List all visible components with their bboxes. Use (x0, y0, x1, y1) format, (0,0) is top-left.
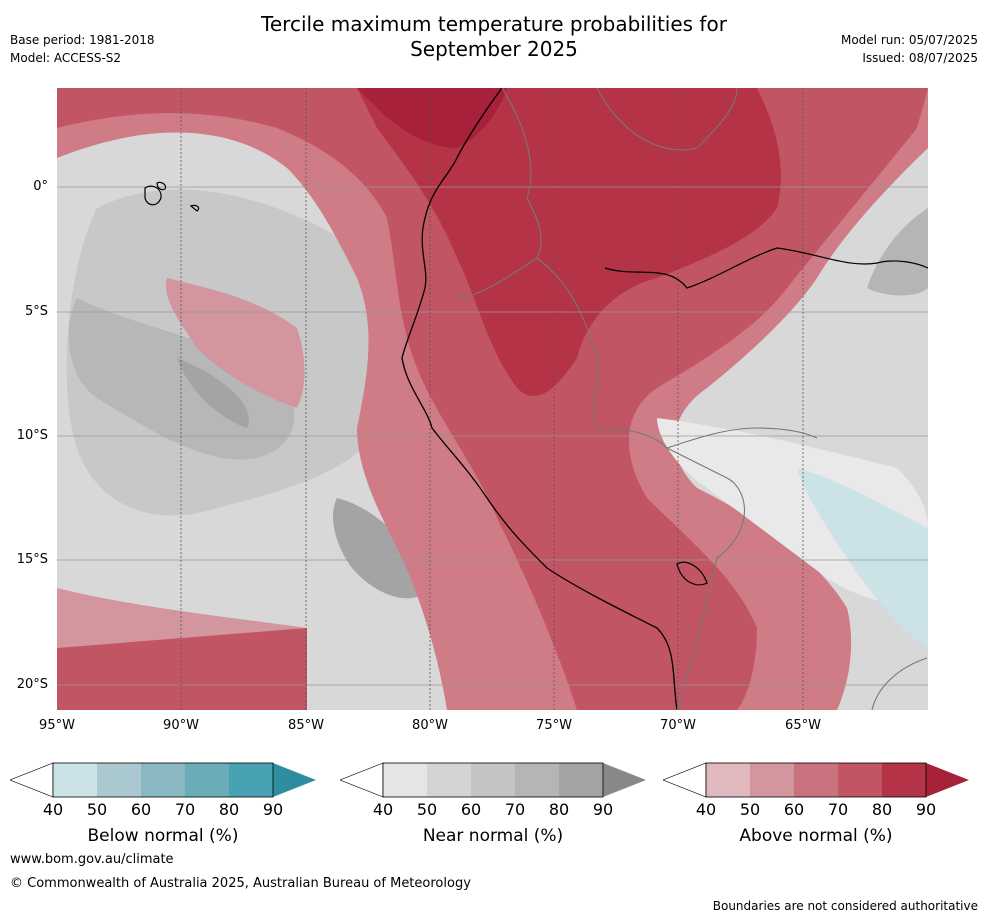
below-tick-80: 80 (218, 800, 240, 819)
footer-disclaimer: Boundaries are not considered authoritat… (712, 899, 978, 913)
above-normal-region-4 (357, 88, 507, 148)
colorbar-near-segment-4 (515, 763, 559, 797)
model-text: Model: ACCESS-S2 (10, 51, 122, 65)
lat-label-5s: 5°S (24, 304, 48, 319)
meta-left: Base period: 1981-2018 Model: ACCESS-S2 (10, 31, 155, 67)
above-tick-80: 80 (871, 800, 893, 819)
coastline (401, 88, 678, 710)
colorbar-above-segment-2 (750, 763, 794, 797)
lake-titicaca (676, 561, 708, 586)
colorbar-below-normal (10, 762, 316, 798)
below-tick-90: 90 (262, 800, 284, 819)
map-title: Tercile maximum temperature probabilitie… (0, 12, 988, 62)
colorbar-above-segment-1 (706, 763, 750, 797)
near-tick-70: 70 (504, 800, 526, 819)
colorbar-above-segment-5 (882, 763, 926, 797)
lon-label-95w: 95°W (39, 718, 75, 733)
meta-right: Model run: 05/07/2025 Issued: 08/07/2025 (841, 31, 978, 67)
near-tick-60: 60 (460, 800, 482, 819)
colorbar-below-segment-5 (229, 763, 273, 797)
colorbar-above-segment-6 (926, 763, 969, 797)
colorbar-below-segment-2 (97, 763, 141, 797)
probability-map (57, 88, 928, 710)
colorbar-near-segment-2 (427, 763, 471, 797)
colorbar-near-segment-3 (471, 763, 515, 797)
near-tick-40: 40 (372, 800, 394, 819)
lon-label-90w: 90°W (163, 718, 199, 733)
colorbar-above-outline (705, 762, 927, 798)
colorbar-below-segment-3 (141, 763, 185, 797)
colorbar-below-label: Below normal (%) (87, 826, 239, 846)
colorbar-below-segment-4 (185, 763, 229, 797)
colorbar-above-normal (663, 762, 969, 798)
near-tick-90: 90 (592, 800, 614, 819)
near-tick-50: 50 (416, 800, 438, 819)
colorbar-near-segment-0 (340, 762, 384, 798)
colorbar-above-segment-3 (794, 763, 838, 797)
colorbar-near-segment-1 (383, 763, 427, 797)
galapagos-islands (144, 181, 200, 212)
lon-label-75w: 75°W (536, 718, 572, 733)
above-normal-region-3 (357, 88, 781, 397)
near-tick-80: 80 (548, 800, 570, 819)
colorbar-below-segment-1 (53, 763, 97, 797)
below-normal-region-east (797, 468, 928, 648)
lon-label-80w: 80°W (412, 718, 448, 733)
colorbar-near-segment-6 (603, 763, 646, 797)
footer-copyright: © Commonwealth of Australia 2025, Austra… (10, 876, 471, 891)
map-gridlines (57, 88, 928, 710)
above-tick-50: 50 (739, 800, 761, 819)
colorbar-near-label: Near normal (%) (422, 826, 564, 846)
lat-label-10s: 10°S (16, 428, 48, 443)
near-normal-region-dark-2 (177, 358, 249, 428)
title-line-2: September 2025 (410, 37, 578, 61)
above-normal-patch-west (166, 278, 305, 408)
country-borders (456, 88, 928, 710)
below-tick-70: 70 (174, 800, 196, 819)
colorbar-near-segment-5 (559, 763, 603, 797)
base-period-text: Base period: 1981-2018 (10, 33, 155, 47)
issued-text: Issued: 08/07/2025 (862, 51, 978, 65)
near-normal-region-east-dark (867, 208, 928, 296)
above-normal-patch-southwest (57, 628, 307, 710)
above-tick-40: 40 (695, 800, 717, 819)
below-tick-40: 40 (42, 800, 64, 819)
lon-label-85w: 85°W (288, 718, 324, 733)
above-tick-60: 60 (783, 800, 805, 819)
below-tick-60: 60 (130, 800, 152, 819)
above-tick-70: 70 (827, 800, 849, 819)
above-normal-patch-southwest-light (57, 588, 307, 648)
above-tick-90: 90 (915, 800, 937, 819)
colorbar-above-segment-0 (663, 762, 707, 798)
colorbar-below-segment-6 (273, 763, 316, 797)
amazon-river (604, 247, 928, 289)
near-normal-region-dark (332, 498, 427, 599)
title-line-1: Tercile maximum temperature probabilitie… (261, 12, 727, 36)
footer-url: www.bom.gov.au/climate (10, 852, 174, 867)
below-tick-50: 50 (86, 800, 108, 819)
colorbar-near-normal (340, 762, 646, 798)
colorbar-above-label: Above normal (%) (739, 826, 893, 846)
lat-label-15s: 15°S (16, 552, 48, 567)
lat-label-20s: 20°S (16, 677, 48, 692)
colorbar-near-outline (382, 762, 604, 798)
lat-label-0: 0° (33, 179, 48, 194)
colorbar-below-outline (52, 762, 274, 798)
model-run-text: Model run: 05/07/2025 (840, 33, 978, 47)
colorbar-below-segment-0 (10, 762, 54, 798)
lon-label-65w: 65°W (785, 718, 821, 733)
colorbar-above-segment-4 (838, 763, 882, 797)
lon-label-70w: 70°W (660, 718, 696, 733)
